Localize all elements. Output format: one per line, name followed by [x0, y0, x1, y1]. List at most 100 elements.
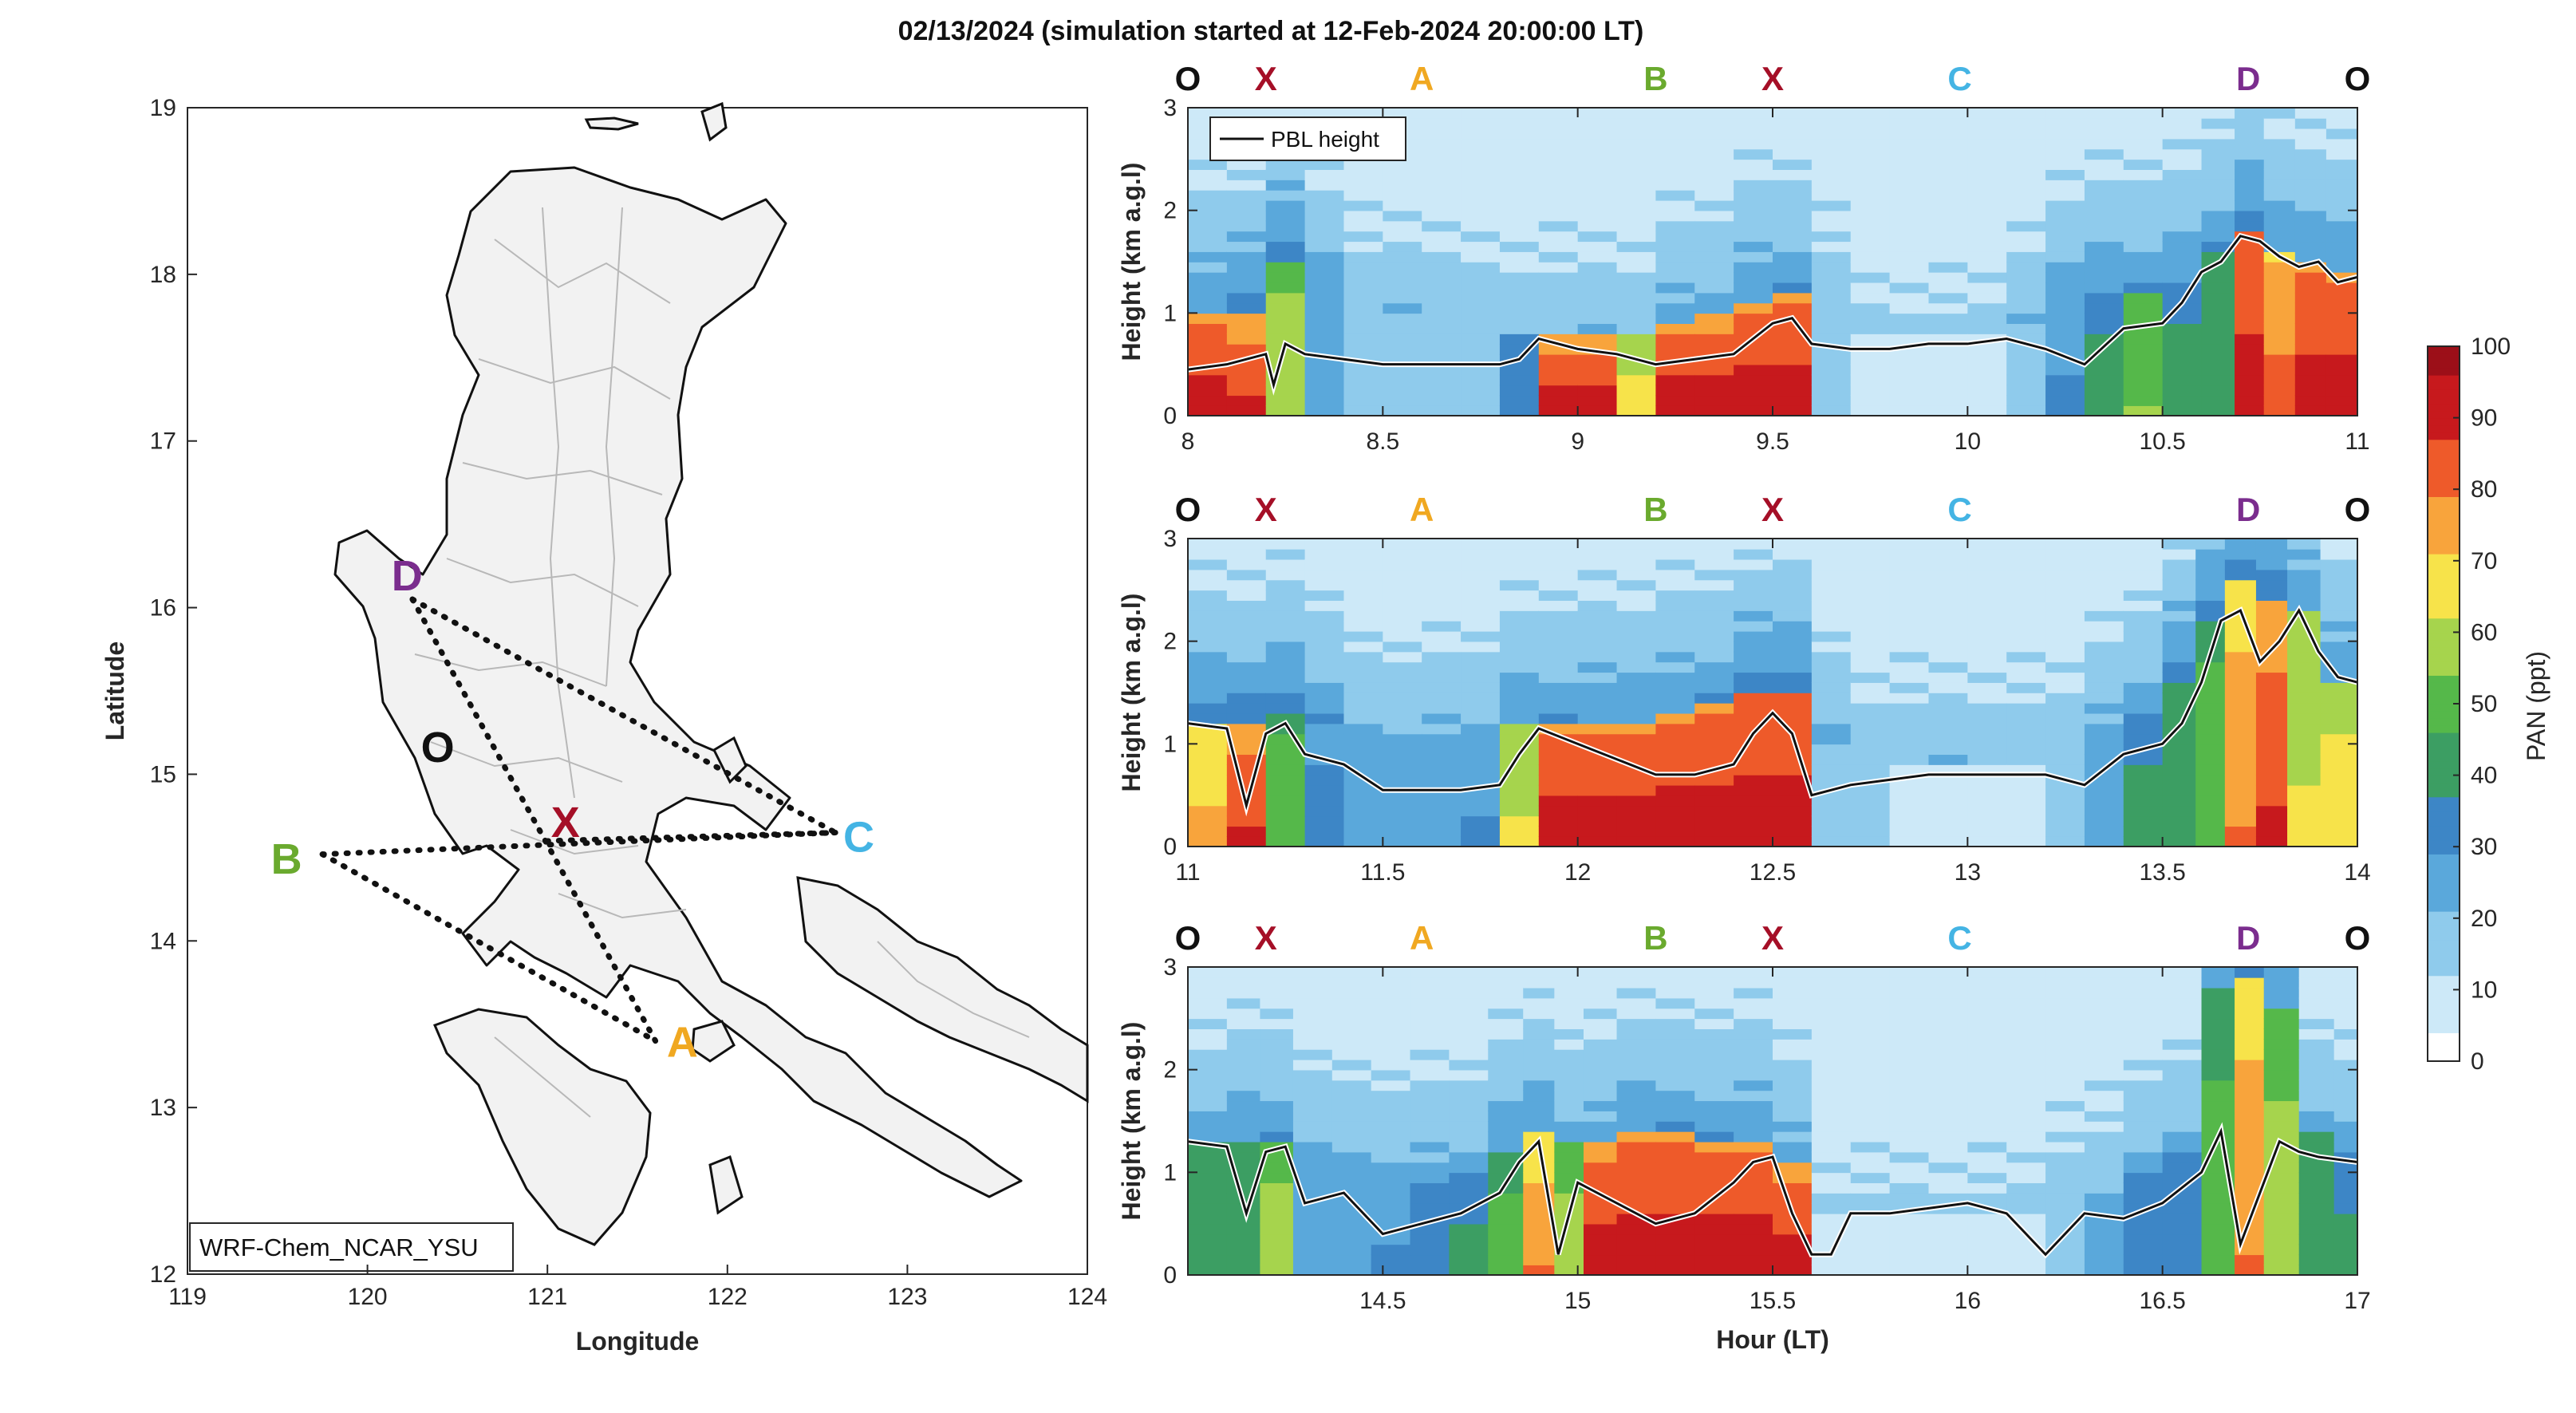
pan-cell — [1734, 138, 1773, 150]
pan-cell — [1655, 610, 1696, 622]
pan-cell — [1554, 1039, 1584, 1050]
pan-cell — [2320, 744, 2357, 755]
pan-cell — [1928, 1039, 1969, 1050]
pan-cell — [1461, 405, 1501, 416]
colorbar-step — [2428, 782, 2460, 791]
pan-cell — [1655, 815, 1696, 827]
pan-cell — [1371, 1233, 1411, 1245]
pan-cell — [1226, 1079, 1261, 1091]
pan-cell — [2162, 1223, 2203, 1235]
pan-cell — [1889, 323, 1930, 334]
pan-cell — [2084, 108, 2124, 119]
xtick-label: 9 — [1571, 428, 1584, 455]
pan-cell — [1226, 569, 1267, 581]
pan-cell — [1304, 302, 1345, 314]
pan-cell — [2298, 1028, 2335, 1040]
pan-cell — [2084, 199, 2124, 211]
pan-cell — [1655, 702, 1696, 714]
pan-cell — [1850, 1151, 1891, 1163]
pan-cell — [2006, 385, 2046, 397]
pan-cell — [1188, 1018, 1228, 1029]
pan-cell — [2084, 1193, 2124, 1204]
pan-cell — [2084, 262, 2124, 273]
colorbar-step — [2428, 768, 2460, 776]
pan-cell — [1383, 292, 1422, 304]
pan-cell — [2123, 590, 2164, 601]
pan-cell — [1967, 815, 2007, 827]
pan-cell — [1410, 1244, 1450, 1256]
pan-cell — [1773, 159, 1813, 170]
pan-cell — [2235, 364, 2265, 376]
pan-cell — [1967, 826, 2007, 837]
pan-cell — [2006, 579, 2046, 591]
waypoint-label-B: B — [1643, 491, 1667, 528]
waypoint-label-O: O — [2345, 60, 2371, 97]
pan-cell — [2084, 148, 2124, 160]
pan-cell — [1811, 610, 1852, 622]
pan-cell — [2326, 282, 2357, 294]
pan-cell — [1499, 569, 1540, 581]
pan-cell — [1655, 836, 1696, 847]
pan-cell — [1850, 620, 1891, 632]
pan-cell — [1538, 282, 1579, 294]
pan-cell — [1967, 1039, 2007, 1050]
pan-cell — [1265, 826, 1306, 837]
pan-cell — [1265, 682, 1306, 693]
pan-cell — [1928, 302, 1969, 314]
pan-cell — [2123, 1223, 2164, 1235]
pan-cell — [2006, 262, 2046, 273]
pan-cell — [2333, 1121, 2357, 1132]
pan-cell — [1811, 262, 1852, 273]
pan-cell — [1538, 251, 1579, 262]
pan-cell — [1538, 292, 1579, 304]
pan-cell — [1331, 1018, 1372, 1029]
pan-cell — [1383, 641, 1422, 653]
pan-cell — [1488, 1121, 1525, 1132]
colorbar-step — [2428, 424, 2460, 433]
pan-cell — [1265, 836, 1306, 847]
pan-cell — [1265, 641, 1306, 653]
colorbar-step — [2428, 503, 2460, 511]
pan-cell — [1850, 764, 1891, 776]
pan-field — [1188, 108, 2357, 416]
pan-cell — [1616, 651, 1657, 663]
pan-cell — [1577, 364, 1618, 376]
pan-cell — [1188, 733, 1228, 745]
pan-cell — [1694, 180, 1734, 191]
pan-cell — [1811, 569, 1852, 581]
pan-cell — [1773, 1131, 1813, 1143]
pan-cell — [2162, 1079, 2203, 1091]
pan-cell — [1304, 159, 1345, 170]
xtick-label: 14.5 — [1359, 1288, 1406, 1314]
pan-cell — [1331, 1121, 1372, 1132]
pan-cell — [2263, 353, 2296, 365]
pan-cell — [1188, 836, 1228, 847]
pan-cell — [2235, 1048, 2265, 1060]
pan-cell — [1811, 241, 1852, 252]
pan-cell — [1304, 672, 1345, 683]
pan-cell — [1188, 108, 1228, 119]
pan-cell — [1188, 343, 1228, 355]
pan-cell — [1554, 1121, 1584, 1132]
pan-cell — [1226, 815, 1267, 827]
pan-cell — [1967, 343, 2007, 355]
pan-cell — [1616, 569, 1657, 581]
pan-cell — [1499, 805, 1540, 817]
pan-cell — [1734, 1233, 1773, 1245]
pan-cell — [2201, 199, 2235, 211]
pan-cell — [1538, 148, 1579, 160]
pan-cell — [1343, 241, 1384, 252]
map-ytick-label: 15 — [150, 761, 176, 787]
pan-cell — [1655, 189, 1696, 201]
pan-cell — [2298, 1213, 2335, 1225]
pan-cell — [1304, 815, 1345, 827]
pan-cell — [2123, 826, 2164, 837]
pan-cell — [1577, 282, 1618, 294]
pan-cell — [2201, 1048, 2235, 1060]
pan-cell — [1694, 302, 1734, 314]
pan-cell — [2162, 1233, 2203, 1245]
pan-cell — [1616, 385, 1657, 397]
pan-cell — [1265, 262, 1306, 273]
pan-cell — [2320, 539, 2357, 550]
pan-cell — [2195, 836, 2226, 847]
